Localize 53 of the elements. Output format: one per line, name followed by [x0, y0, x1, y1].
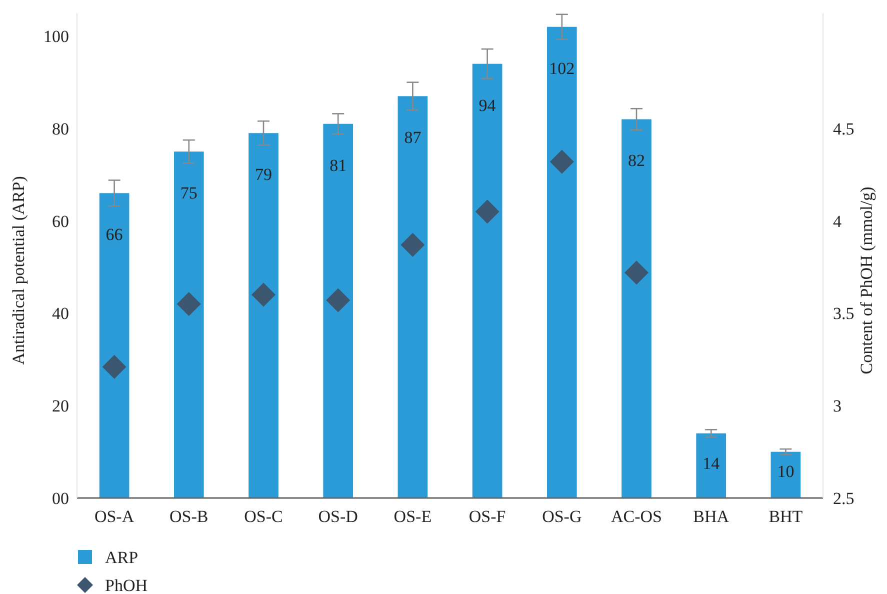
y-tick-label: 40: [52, 304, 69, 324]
y2-axis-title: Content of PhOH (mmol/g): [857, 186, 876, 374]
bar: [546, 26, 577, 498]
x-tick-label: BHT: [768, 507, 804, 526]
x-tick-label: OS-F: [468, 507, 506, 526]
x-tick-label: AC-OS: [610, 507, 662, 526]
y2-tick-label: 4.5: [833, 119, 854, 138]
data-label: 10: [777, 462, 794, 482]
bar: [99, 193, 130, 498]
bar: [323, 124, 354, 498]
x-tick-label: OS-A: [94, 507, 135, 526]
legend-label: ARP: [105, 548, 138, 567]
data-label: 66: [106, 225, 123, 244]
y-tick-label: 80: [52, 119, 69, 138]
bar: [248, 133, 278, 498]
x-tick-label: OS-B: [170, 507, 208, 526]
y-tick-label: 20: [52, 396, 69, 416]
x-tick-label: OS-D: [318, 507, 358, 526]
y2-tick-label: 3.5: [833, 304, 854, 324]
bar: [696, 433, 726, 498]
data-label: 14: [702, 454, 720, 473]
y-tick-label: 100: [44, 27, 69, 46]
x-tick-label: OS-G: [542, 507, 582, 526]
y2-tick-label: 3: [833, 396, 842, 416]
point: [550, 150, 574, 174]
bar: [622, 119, 652, 498]
bar: [398, 96, 428, 498]
point: [400, 232, 425, 257]
y2-tick-label: 2.5: [833, 488, 854, 508]
data-label: 75: [180, 184, 198, 203]
y-tick-label: 00: [52, 488, 69, 508]
data-label: 81: [330, 156, 347, 175]
data-label: 94: [478, 96, 496, 115]
x-tick-label: BHA: [693, 507, 730, 526]
point: [176, 292, 201, 316]
point: [475, 200, 500, 224]
point: [326, 288, 350, 312]
data-label: 79: [255, 165, 272, 184]
point: [252, 282, 276, 307]
x-tick-label: OS-E: [394, 507, 432, 526]
y-tick-label: 60: [52, 212, 69, 231]
y2-tick-label: 4: [833, 212, 842, 231]
data-label: 87: [404, 128, 422, 148]
data-label: 102: [549, 58, 575, 78]
bar: [174, 152, 204, 498]
point: [102, 354, 126, 379]
y-axis-title: Antiradical potential (ARP): [9, 176, 28, 365]
bar: [472, 64, 502, 498]
data-label: 82: [628, 151, 645, 170]
bar: [770, 452, 801, 498]
x-tick-label: OS-C: [244, 507, 283, 526]
point: [624, 260, 648, 285]
legend-label: PhOH: [105, 576, 148, 594]
